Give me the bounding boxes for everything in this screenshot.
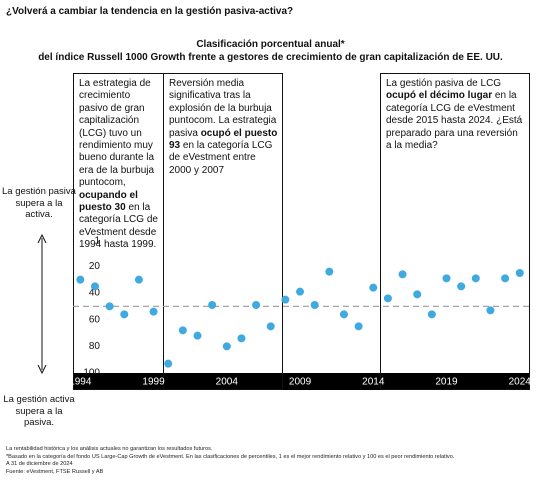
annotation-box xyxy=(163,73,283,390)
x-tick-label: 2014 xyxy=(362,377,385,388)
annotation-text: La estrategia de crecimiento pasivo de g… xyxy=(79,78,155,189)
annotation-text: Reversión media significativa tras la ex… xyxy=(169,78,277,139)
annotation-text: en la categoría LCG de eVestment desde 2… xyxy=(386,90,523,152)
x-axis-band xyxy=(73,373,530,390)
annotation-text: ocupó el puesto 93 xyxy=(169,127,278,152)
annotation: La gestión pasiva de LCG ocupó el décimo… xyxy=(386,78,526,152)
data-point xyxy=(398,270,407,279)
y-label-top: La gestión pasiva supera a la activa. xyxy=(2,186,76,220)
data-point xyxy=(76,275,85,284)
data-point xyxy=(457,282,466,291)
y-tick-label: 1 xyxy=(94,236,100,247)
annotation-text: en la categoría LCG de eVestment desde 1… xyxy=(79,202,158,251)
annotation: Reversión media significativa tras la ex… xyxy=(169,78,279,177)
x-tick-label: 2004 xyxy=(216,377,239,388)
y-tick-label: 60 xyxy=(89,314,101,325)
data-point xyxy=(193,331,202,340)
header: ¿Volverá a cambiar la tendencia en la ge… xyxy=(6,6,294,17)
x-tick-label: 2024 xyxy=(509,377,532,388)
annotation-text: en la categoría LCG de eVestment entre 2… xyxy=(169,140,273,176)
data-point xyxy=(134,275,143,284)
data-point xyxy=(383,294,392,303)
annotation: La estrategia de crecimiento pasivo de g… xyxy=(79,78,161,252)
data-point xyxy=(281,295,290,304)
data-point xyxy=(442,274,451,283)
data-point xyxy=(178,326,187,335)
annotation-box xyxy=(380,73,530,390)
footnote: *Basado en la categoría del fondo US Lar… xyxy=(6,453,455,460)
y-tick-label: 80 xyxy=(89,341,101,352)
data-point xyxy=(325,267,334,276)
footnote: Fuente: eVestment, FTSE Russell y AB xyxy=(6,468,104,475)
data-point xyxy=(105,302,114,311)
chart-title-block: Clasificación porcentual anual* del índi… xyxy=(0,38,541,64)
annotation-text: ocupando el puesto 30 xyxy=(79,189,138,214)
footnote: La rentabilidad histórica y los análisis… xyxy=(6,446,213,452)
data-point xyxy=(208,301,217,309)
data-point xyxy=(90,282,99,291)
data-point xyxy=(369,283,378,292)
data-point xyxy=(120,310,129,319)
x-tick-label: 1999 xyxy=(142,377,165,388)
y-tick-label: 100 xyxy=(83,368,100,379)
data-point xyxy=(515,269,524,277)
data-point xyxy=(486,306,495,315)
y-label-bottom: La gestión activa supera a la pasiva. xyxy=(3,394,75,428)
annotation-text: ocupó el décimo lugar xyxy=(386,90,493,102)
y-tick-label: 40 xyxy=(89,288,101,299)
annotation-text: La gestión pasiva de LCG xyxy=(386,78,502,89)
data-point xyxy=(222,342,231,351)
data-point xyxy=(296,287,305,296)
data-point xyxy=(501,274,510,283)
x-tick-label: 1994 xyxy=(69,377,92,388)
data-point xyxy=(149,307,158,316)
data-point xyxy=(427,310,436,319)
data-point xyxy=(237,334,246,343)
x-tick-label: 2009 xyxy=(289,377,312,388)
y-tick-label: 20 xyxy=(89,261,101,272)
data-point xyxy=(354,322,363,331)
data-point xyxy=(413,290,422,299)
x-tick-label: 2019 xyxy=(435,377,458,388)
arrow-head xyxy=(37,233,47,244)
chart-subtitle: del índice Russell 1000 Growth frente a … xyxy=(38,52,503,63)
data-point xyxy=(252,301,261,309)
chart-title: Clasificación porcentual anual* xyxy=(196,39,345,50)
data-point xyxy=(266,322,275,331)
data-point xyxy=(471,274,480,283)
arrow-head xyxy=(37,364,47,375)
data-point xyxy=(164,359,173,368)
footnote: A 31 de diciembre de 2024 xyxy=(6,461,73,468)
data-point xyxy=(310,301,319,309)
data-point xyxy=(339,310,348,319)
